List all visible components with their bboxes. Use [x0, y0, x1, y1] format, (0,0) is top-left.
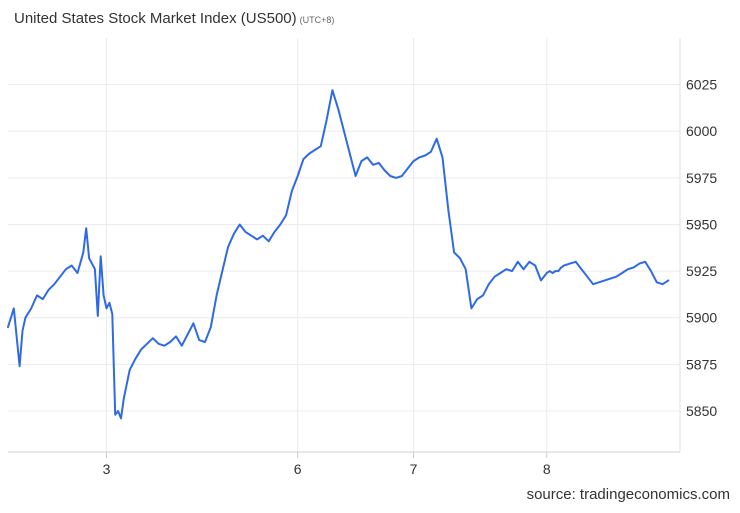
y-tick-label: 5875: [686, 356, 717, 372]
y-tick-label: 6025: [686, 77, 717, 93]
x-tick-label: 8: [543, 461, 551, 477]
y-tick-label: 5925: [686, 263, 717, 279]
grid-lines: [8, 38, 680, 452]
series-layer: [7, 89, 670, 420]
y-tick-label: 5850: [686, 403, 717, 419]
y-tick-label: 6000: [686, 123, 717, 139]
y-tick-label: 5950: [686, 216, 717, 232]
price-line: [7, 89, 670, 420]
x-tick-label: 6: [294, 461, 302, 477]
x-tick-labels: 3 6 7 8: [103, 461, 551, 477]
chart-title: United States Stock Market Index (US500): [14, 10, 297, 27]
x-tick-label: 3: [103, 461, 111, 477]
source-label: source: tradingeconomics.com: [526, 486, 730, 503]
y-tick-label: 5900: [686, 310, 717, 326]
timezone-label: (UTC+8): [299, 15, 335, 25]
y-tick-label: 5975: [686, 170, 717, 186]
x-tick-label: 7: [410, 461, 418, 477]
chart-title-row: United States Stock Market Index (US500)…: [14, 10, 334, 28]
y-tick-labels: 5850 5875 5900 5925 5950 5975 6000 6025: [686, 77, 717, 419]
axes: [8, 38, 681, 458]
